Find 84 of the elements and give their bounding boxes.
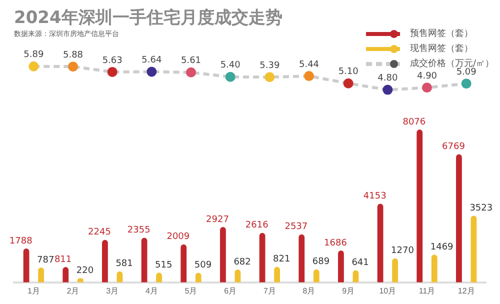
data-label: 5.61	[180, 56, 202, 66]
data-label: 2616	[245, 220, 269, 231]
data-label: 6769	[442, 142, 466, 152]
data-label: 1686	[324, 238, 348, 248]
data-label: 2009	[166, 232, 190, 242]
x-tick-label: 6月	[224, 286, 237, 296]
chart-title: 2024年深圳一手住宅月度成交走势	[14, 7, 282, 29]
point	[68, 62, 78, 72]
point	[107, 66, 118, 77]
data-label: 220	[76, 266, 94, 276]
data-label: 5.10	[338, 67, 359, 78]
bar	[234, 269, 241, 282]
x-tick-label: 3月	[106, 286, 119, 296]
bar	[180, 244, 187, 282]
bar	[38, 268, 44, 282]
data-label: 2355	[127, 226, 150, 236]
data-label: 2537	[284, 222, 308, 232]
data-label: 5.88	[62, 50, 84, 60]
point	[186, 67, 196, 78]
point	[343, 78, 354, 88]
point	[304, 71, 314, 82]
data-label: 5.89	[24, 50, 44, 60]
data-label: 5.09	[456, 67, 477, 78]
bar	[313, 269, 320, 282]
bar	[377, 204, 384, 282]
point	[422, 82, 432, 93]
bar	[259, 232, 266, 282]
point	[264, 72, 275, 82]
x-tick-label: 9月	[342, 286, 355, 296]
bar	[62, 267, 69, 282]
data-label: 2927	[206, 214, 229, 225]
x-tick-label: 12月	[458, 286, 475, 296]
data-label: 4.90	[416, 71, 438, 82]
x-tick-label: 11月	[418, 286, 436, 296]
x-tick-label: 2月	[66, 286, 80, 296]
bar	[338, 250, 344, 282]
bar	[141, 238, 148, 282]
data-label: 689	[312, 257, 330, 268]
legend-label: 预售网签（套）	[410, 28, 473, 40]
data-label: 509	[194, 260, 212, 271]
data-label: 5.40	[220, 60, 241, 71]
data-label: 811	[54, 254, 72, 265]
bar	[352, 270, 359, 282]
data-label: 1788	[9, 236, 33, 246]
data-label: 787	[37, 255, 54, 266]
data-label: 4.80	[378, 74, 398, 84]
bar	[102, 240, 108, 282]
bar	[274, 266, 280, 282]
data-label: 682	[234, 257, 251, 268]
bar	[431, 254, 438, 282]
bar	[456, 154, 462, 282]
data-label: 5.63	[102, 56, 122, 66]
x-tick-label: 7月	[263, 286, 276, 296]
data-label: 5.64	[142, 56, 162, 66]
data-label: 1270	[391, 246, 414, 256]
data-label: 8076	[402, 117, 426, 128]
data-label: 2245	[88, 228, 111, 238]
data-label: 821	[273, 254, 290, 265]
legend-label: 成交价格（万元/㎡）	[410, 58, 494, 69]
data-label: 4153	[363, 192, 386, 202]
x-tick-label: 10月	[379, 286, 396, 296]
bar	[220, 226, 226, 282]
data-label: 581	[116, 259, 133, 270]
data-label: 5.39	[260, 60, 280, 71]
point	[146, 66, 157, 77]
point	[382, 84, 393, 95]
point	[225, 72, 236, 82]
data-label: 5.44	[298, 60, 320, 70]
bar	[416, 129, 423, 282]
data-label: 641	[352, 258, 369, 268]
data-label: 3523	[470, 204, 493, 214]
point	[28, 61, 39, 72]
data-label: 1469	[430, 242, 454, 252]
data-label: 515	[155, 260, 172, 270]
x-tick-label: 8月	[302, 286, 316, 296]
bar	[470, 216, 477, 282]
point	[461, 78, 472, 89]
bar	[392, 258, 398, 282]
legend-label: 现售网签（套）	[410, 42, 473, 55]
x-tick-label: 4月	[145, 286, 158, 296]
x-tick-label: 5月	[184, 286, 198, 296]
x-tick-label: 1月	[27, 286, 40, 296]
bar	[298, 234, 305, 282]
bar	[23, 248, 30, 282]
